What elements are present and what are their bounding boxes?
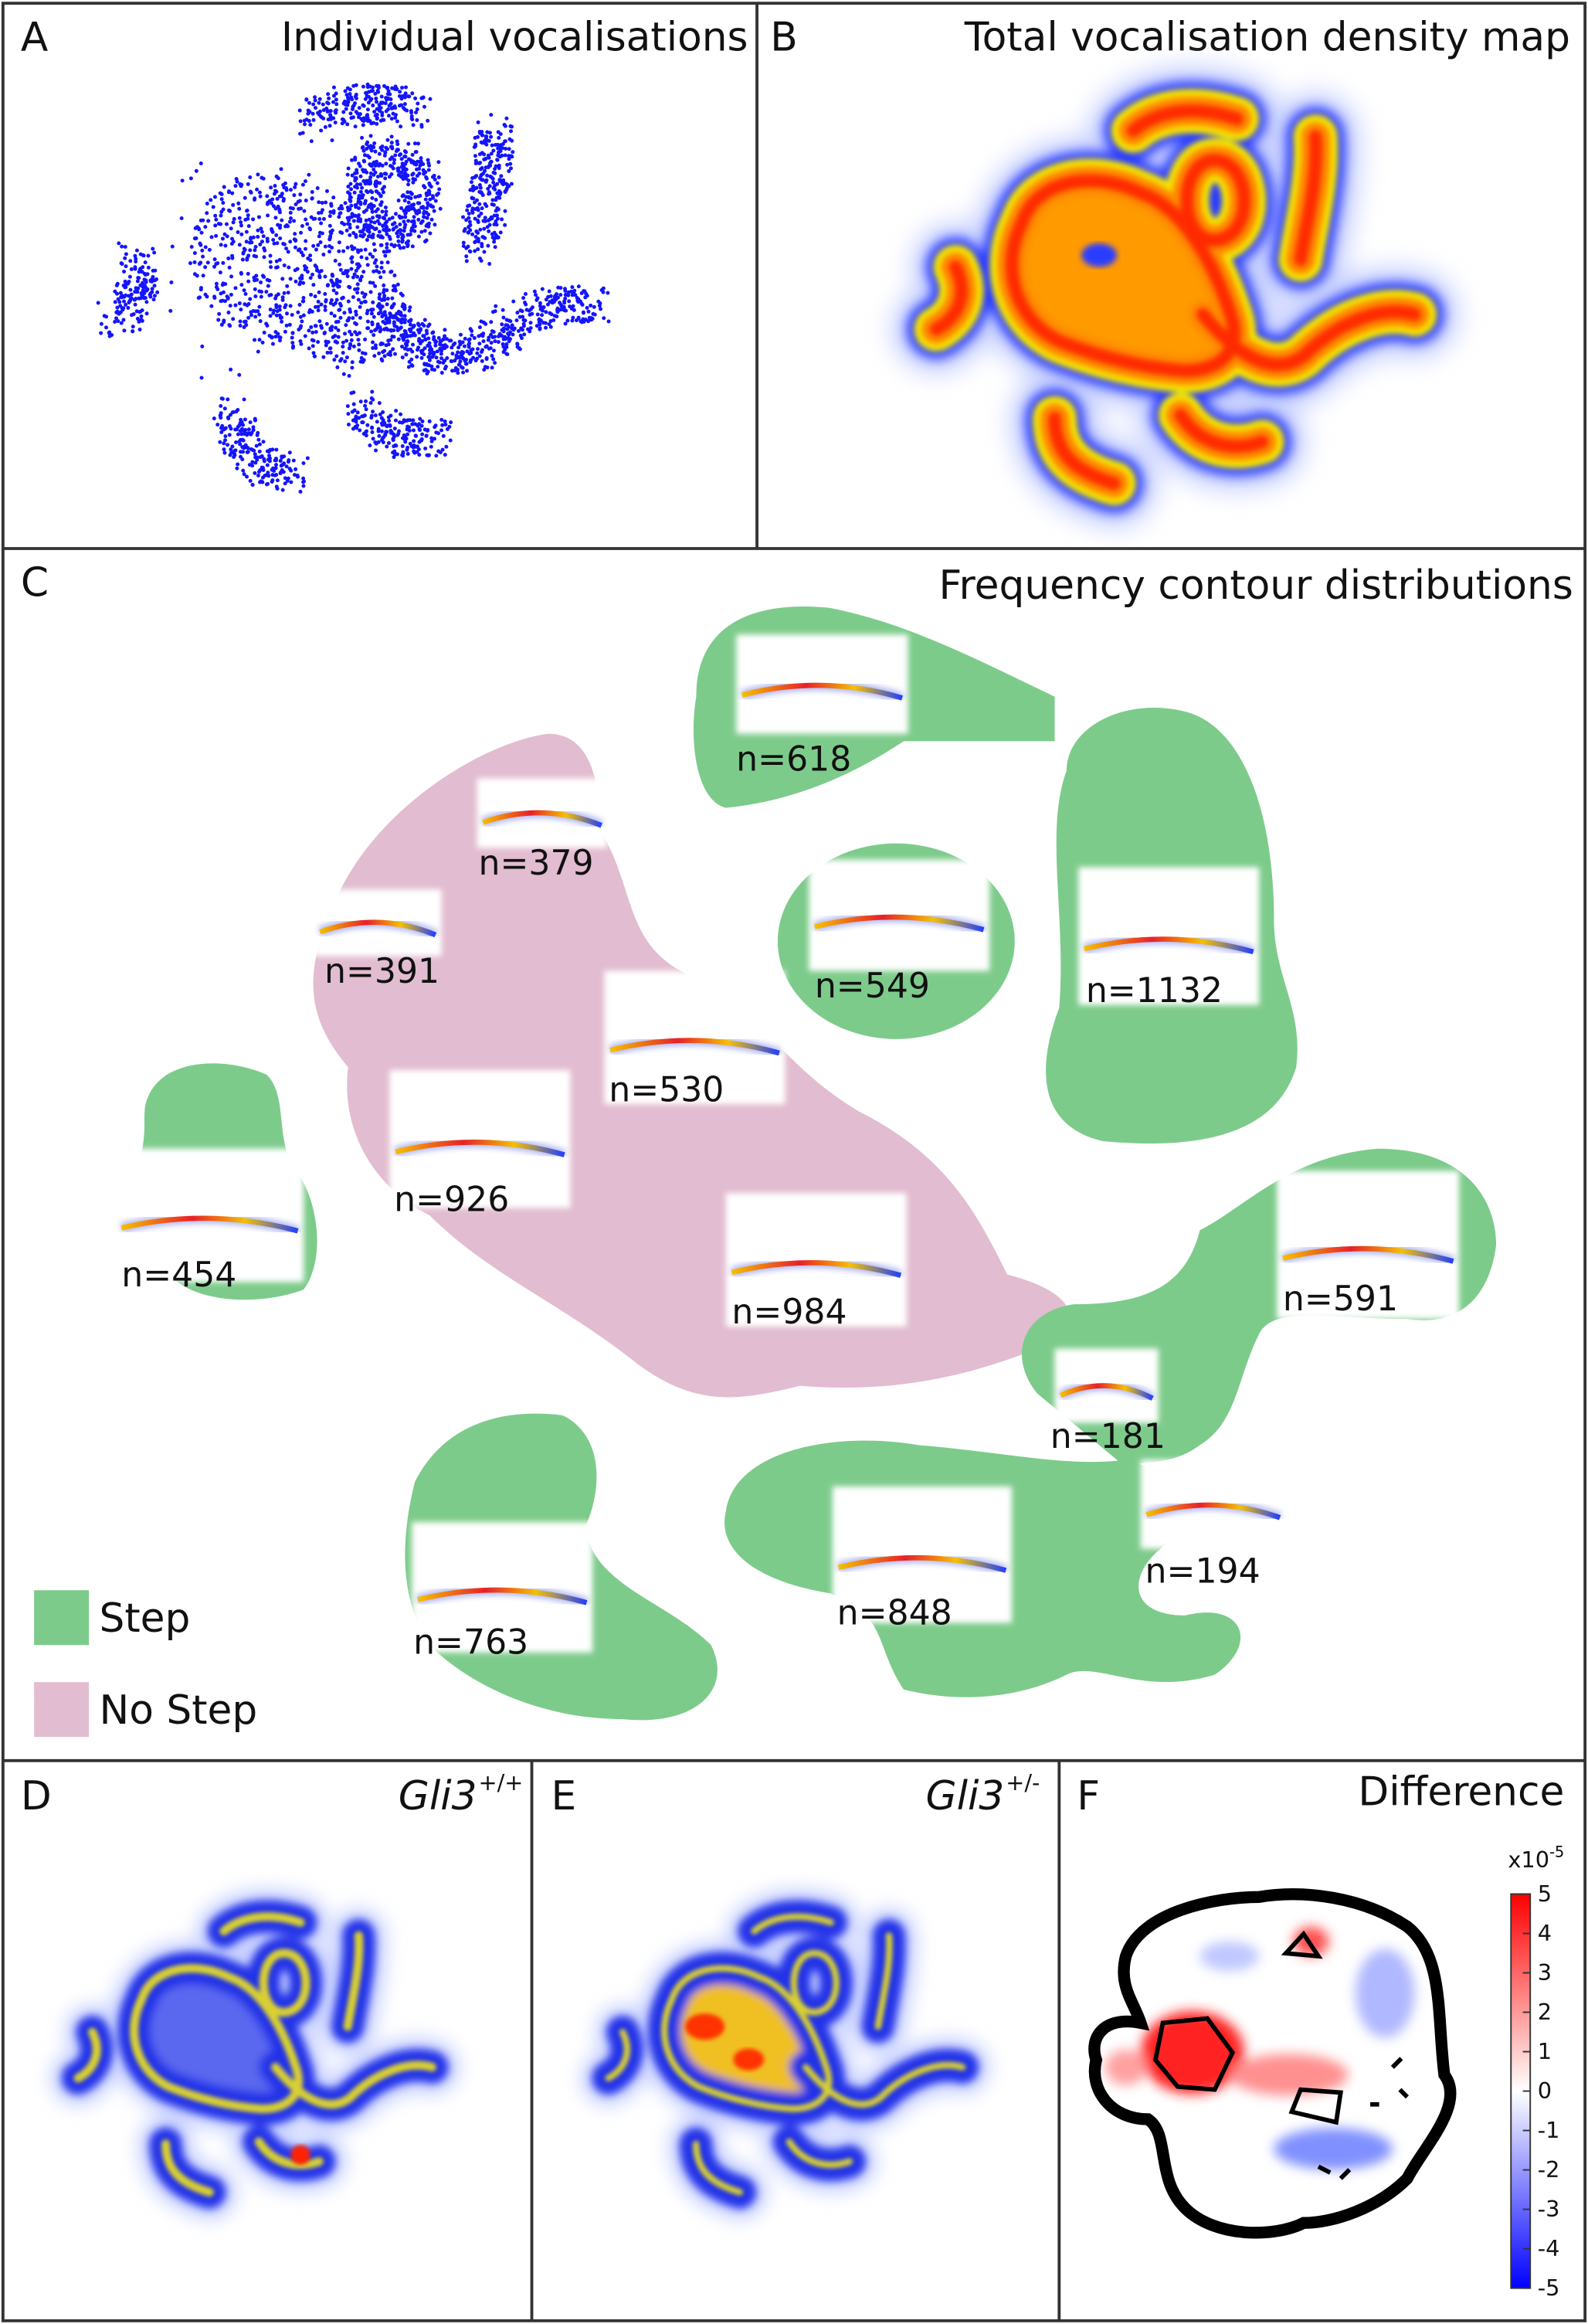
legend: Step No Step [34, 1590, 258, 1738]
contour-inset: n=181 [1050, 1348, 1166, 1456]
colorbar-tick: 0 [1538, 2078, 1552, 2104]
panel-b-title: Total vocalisation density map [964, 15, 1570, 61]
panel-b-letter: B [770, 15, 798, 61]
cluster-count-label: n=1132 [1086, 971, 1223, 1011]
contour-inset: n=391 [314, 889, 442, 991]
panel-d: D Gli3 +/+ [21, 1769, 523, 2193]
contour-inset: n=194 [1140, 1459, 1286, 1592]
contour-inset: n=549 [809, 859, 990, 1006]
panel-d-genotype: +/+ [478, 1769, 523, 1796]
cluster-count-label: n=549 [815, 967, 930, 1006]
cluster-count-label: n=391 [324, 952, 439, 991]
cluster-count-label: n=454 [121, 1255, 236, 1295]
colorbar-tick: 4 [1538, 1920, 1552, 1946]
difference-map [1088, 1888, 1457, 2239]
panel-a: A Individual vocalisations [21, 15, 748, 494]
panel-e-letter: E [551, 1773, 576, 1819]
colorbar-tick: 2 [1538, 1999, 1552, 2025]
contour-inset: n=763 [412, 1522, 593, 1663]
contour-inset: n=618 [736, 634, 908, 780]
panel-a-letter: A [21, 15, 48, 61]
contour-inset: n=379 [477, 778, 608, 883]
vocalisation-scatter [96, 82, 611, 494]
legend-step-label: Step [100, 1595, 191, 1642]
panel-a-title: Individual vocalisations [281, 15, 748, 61]
legend-no-step-label: No Step [100, 1687, 258, 1734]
contour-inset: n=1132 [1078, 867, 1260, 1011]
density-map [936, 111, 1414, 484]
colorbar-exponent: -5 [1549, 1843, 1564, 1861]
panel-f: F Difference x10 -5 [1077, 1768, 1564, 2301]
colorbar-tick: 3 [1538, 1959, 1552, 1986]
colorbar-tick: -2 [1538, 2156, 1560, 2183]
contour-inset: n=591 [1277, 1170, 1460, 1320]
cluster-count-label: n=618 [736, 740, 851, 780]
cluster-count-label: n=194 [1145, 1552, 1261, 1592]
panel-f-letter: F [1077, 1773, 1100, 1819]
panel-e-gene: Gli3 [926, 1773, 1005, 1819]
density-map-heterozygous [609, 1917, 962, 2193]
colorbar-tick: 5 [1538, 1881, 1552, 1907]
panel-e-genotype: +/- [1006, 1769, 1040, 1796]
panel-c: C Frequency contour distributions n=618n… [21, 559, 1573, 1738]
cluster-count-label: n=926 [394, 1180, 509, 1219]
colorbar-tick: 1 [1538, 2038, 1552, 2064]
contour-inset: n=848 [832, 1486, 1012, 1633]
legend-step-swatch [34, 1590, 90, 1646]
panel-e: E Gli3 +/- [551, 1769, 1040, 2192]
colorbar-tick: -5 [1538, 2275, 1560, 2301]
panel-d-gene: Gli3 [399, 1773, 477, 1819]
cluster-count-label: n=530 [609, 1070, 724, 1109]
legend-no-step-swatch [34, 1682, 90, 1738]
panel-d-letter: D [21, 1773, 52, 1819]
colorbar: x10 -5 5 4 3 2 1 0 -1 -2 -3 -4 -5 [1508, 1843, 1564, 2302]
density-map-wildtype [78, 1917, 432, 2193]
contour-inset: n=454 [115, 1148, 304, 1295]
cluster-count-label: n=591 [1283, 1279, 1398, 1319]
cluster-count-label: n=984 [731, 1293, 847, 1332]
cluster-count-label: n=379 [478, 844, 593, 883]
cluster-count-label: n=763 [413, 1623, 528, 1663]
colorbar-tick: -1 [1538, 2117, 1560, 2143]
cluster-count-label: n=848 [837, 1593, 952, 1633]
panel-b: B Total vocalisation density map [770, 15, 1570, 484]
panel-c-letter: C [21, 559, 49, 606]
panel-f-title: Difference [1358, 1768, 1564, 1815]
contour-insets: n=618 n=379 n=391 n=549 n=1132 n=530 n=926 n=45… [115, 634, 1460, 1663]
contour-inset: n=530 [604, 970, 786, 1109]
colorbar-tick: -3 [1538, 2196, 1560, 2222]
contour-inset: n=984 [725, 1193, 907, 1332]
colorbar-tick: -4 [1538, 2235, 1560, 2261]
cluster-count-label: n=181 [1050, 1417, 1166, 1456]
contour-inset: n=926 [389, 1070, 571, 1219]
colorbar-multiplier: x10 [1508, 1847, 1549, 1873]
panel-c-title: Frequency contour distributions [939, 562, 1573, 609]
